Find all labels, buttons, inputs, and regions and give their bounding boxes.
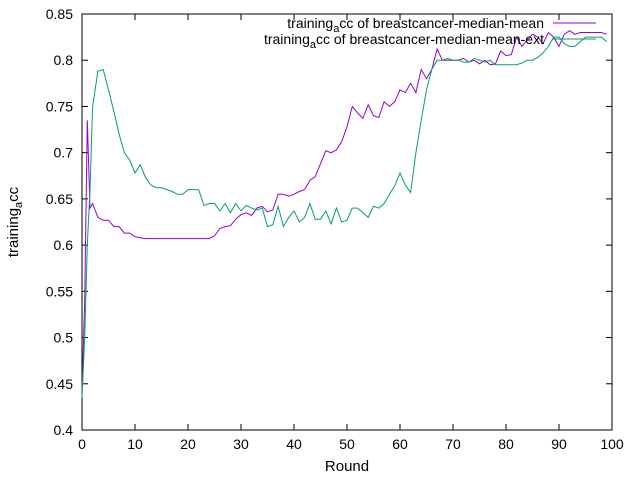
x-tick-label: 70 [445,436,461,452]
plot-frame [81,13,613,431]
series-line-1 [81,29,607,394]
y-tick-label: 0.85 [46,6,73,22]
x-tick-label: 50 [339,436,355,452]
x-tick-label: 80 [498,436,514,452]
legend: trainingacc of breastcancer-median-meant… [264,15,596,51]
x-tick-label: 20 [180,436,196,452]
x-tick-label: 0 [78,436,86,452]
x-tick-label: 100 [600,436,624,452]
x-tick-label: 60 [392,436,408,452]
series-lines [81,29,608,398]
y-tick-label: 0.65 [46,191,73,207]
y-tick-labels: 0.4 0.45 0.5 0.55 0.6 0.65 0.7 0.75 0.8 0.85 [46,6,73,438]
y-tick-label: 0.75 [46,98,73,114]
y-tick-label: 0.8 [54,52,74,68]
x-tick-label: 10 [127,436,143,452]
y-tick-label: 0.4 [54,422,74,438]
legend-label-1: trainingacc of breastcancer-median-mean [287,15,544,35]
x-tick-labels: 0 10 20 30 40 50 60 70 80 90 100 [78,436,624,452]
y-tick-label: 0.45 [46,376,73,392]
x-tick-label: 90 [551,436,567,452]
y-tick-label: 0.5 [54,330,74,346]
tick-marks [81,13,613,431]
series-line-2 [81,36,608,398]
y-tick-label: 0.6 [54,237,74,253]
y-axis-label: trainingacc [5,186,25,257]
y-tick-label: 0.7 [54,145,74,161]
x-tick-label: 40 [286,436,302,452]
x-axis-label: Round [325,458,369,475]
x-tick-label: 30 [233,436,249,452]
plot-border [81,13,613,431]
legend-label-2: trainingacc of breastcancer-median-mean-… [264,31,544,51]
y-tick-label: 0.55 [46,283,73,299]
